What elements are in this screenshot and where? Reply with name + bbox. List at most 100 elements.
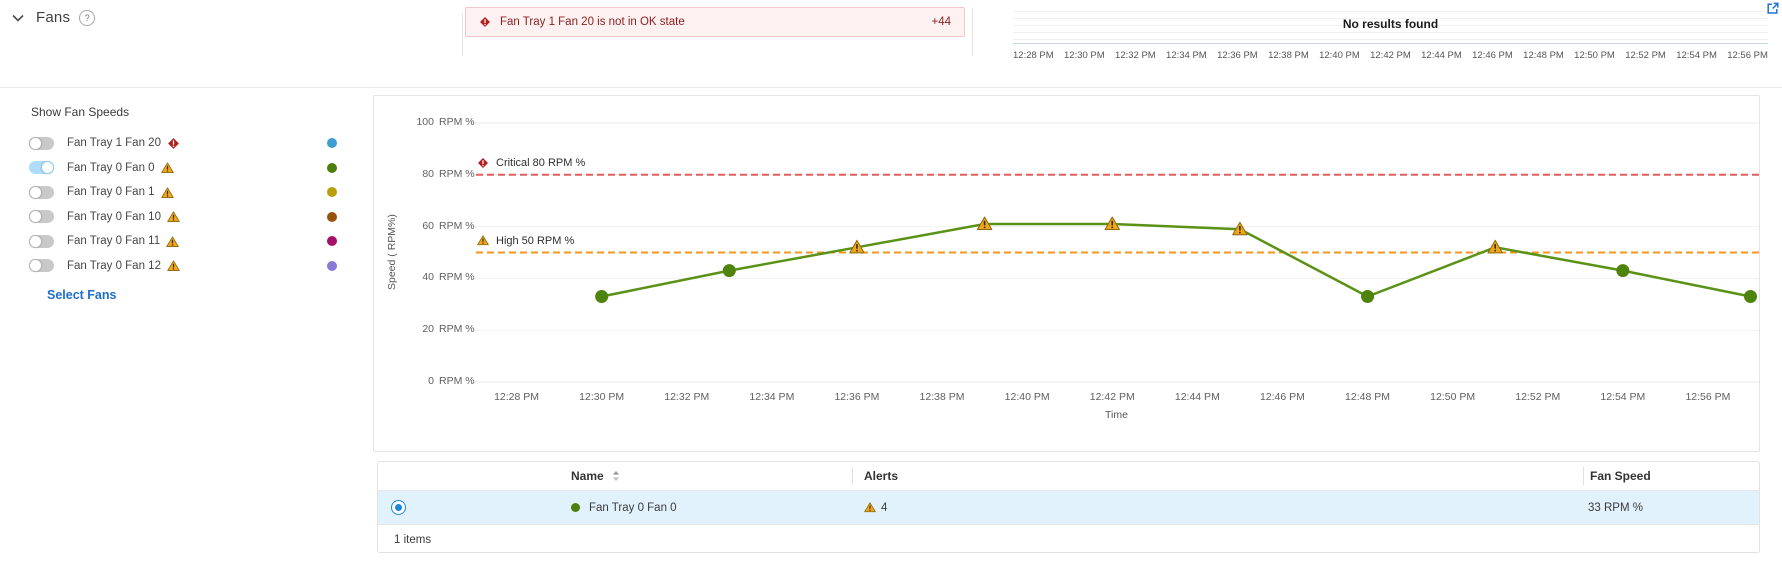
name-column-label: Name	[571, 469, 604, 483]
mini-chart-axis	[1013, 43, 1768, 44]
fan-row: Fan Tray 0 Fan 1	[29, 180, 339, 205]
x-axis-tick: 12:36 PM	[834, 391, 880, 403]
toggle-knob	[29, 234, 42, 248]
gridline	[1013, 18, 1768, 19]
mini-time-label: 12:46 PM	[1472, 50, 1513, 61]
alert-banner[interactable]: Fan Tray 1 Fan 20 is not in OK state +44	[465, 7, 965, 37]
mini-chart-time-labels: 12:28 PM 12:30 PM 12:32 PM 12:34 PM 12:36 PM…	[1013, 50, 1768, 61]
gridline	[1013, 32, 1768, 33]
x-axis-tick: 12:50 PM	[1430, 391, 1476, 403]
fan-row: Fan Tray 1 Fan 20	[29, 131, 339, 156]
warning-triangle-icon	[864, 502, 876, 513]
fan-label: Fan Tray 0 Fan 10	[67, 210, 161, 223]
legend-dot	[327, 211, 337, 222]
mini-time-label: 12:48 PM	[1523, 50, 1564, 61]
mini-time-label: 12:28 PM	[1013, 50, 1054, 61]
fan-toggle[interactable]	[29, 234, 54, 248]
series-color-dot	[571, 503, 580, 512]
fan-row: Fan Tray 0 Fan 10	[29, 205, 339, 230]
chevron-down-icon[interactable]	[12, 14, 24, 22]
warning-triangle-icon	[160, 162, 174, 174]
fan-label: Fan Tray 0 Fan 0	[67, 161, 155, 174]
divider	[462, 13, 463, 56]
fan-speed-chart	[471, 122, 1759, 383]
alert-message: Fan Tray 1 Fan 20 is not in OK state	[500, 16, 685, 28]
fans-table: Name Alerts Fan Speed Fan Tray 0 Fan 0 4	[377, 461, 1760, 553]
mini-time-label: 12:56 PM	[1727, 50, 1768, 61]
row-alert-count: 4	[881, 501, 888, 514]
warning-triangle-icon	[477, 235, 489, 246]
mini-time-label: 12:34 PM	[1166, 50, 1207, 61]
legend-dot	[327, 138, 337, 149]
toggle-knob	[29, 185, 42, 199]
divider	[972, 8, 973, 56]
table-row[interactable]: Fan Tray 0 Fan 0 4 33 RPM %	[378, 491, 1759, 525]
gridline	[1013, 39, 1768, 40]
x-axis-tick: 12:52 PM	[1515, 391, 1561, 403]
mini-time-label: 12:30 PM	[1064, 50, 1105, 61]
warning-triangle-icon	[167, 260, 180, 272]
alert-overflow-count[interactable]: +44	[931, 16, 951, 28]
fan-toggle[interactable]	[29, 161, 54, 175]
no-results-text: No results found	[1342, 17, 1439, 31]
mini-time-label: 12:32 PM	[1115, 50, 1156, 61]
fan-toggle-list: Fan Tray 1 Fan 20 Fan Tray 0 Fan 0 Fan T…	[29, 131, 339, 278]
y-axis-tick: 20 RPM %	[422, 323, 475, 336]
critical-diamond-icon	[167, 137, 180, 150]
fan-speed-column-header: Fan Speed	[1583, 462, 1761, 490]
fan-label: Fan Tray 0 Fan 12	[67, 259, 161, 272]
mini-time-label: 12:52 PM	[1625, 50, 1666, 61]
alerts-column-label: Alerts	[864, 469, 899, 483]
row-fan-name: Fan Tray 0 Fan 0	[589, 501, 677, 514]
x-axis-tick: 12:28 PM	[494, 391, 540, 403]
x-axis-tick: 12:40 PM	[1004, 391, 1050, 403]
legend-dot	[327, 236, 337, 247]
help-icon[interactable]: ?	[79, 9, 96, 26]
fan-toggle[interactable]	[29, 210, 54, 224]
threshold-label: High 50 RPM %	[477, 235, 574, 247]
fan-speed-column-label: Fan Speed	[1590, 469, 1651, 483]
y-axis-tick: 80 RPM %	[422, 167, 475, 180]
section-header: Fans ?	[12, 9, 96, 26]
fan-label: Fan Tray 0 Fan 1	[67, 186, 155, 199]
select-fans-link[interactable]: Select Fans	[47, 288, 117, 302]
toggle-knob	[29, 210, 42, 224]
mini-time-label: 12:44 PM	[1421, 50, 1462, 61]
y-axis-tick: 40 RPM %	[422, 271, 475, 284]
name-column-header[interactable]: Name	[561, 462, 852, 490]
threshold-label: Critical 80 RPM %	[477, 157, 585, 169]
table-header-row: Name Alerts Fan Speed	[378, 462, 1759, 491]
critical-diamond-icon	[479, 16, 491, 28]
fan-row: Fan Tray 0 Fan 12	[29, 254, 339, 279]
top-bar: Fans ? Fan Tray 1 Fan 20 is not in OK st…	[0, 0, 1782, 88]
warning-triangle-icon	[166, 235, 179, 247]
x-axis-tick: 12:56 PM	[1685, 391, 1731, 403]
x-axis-tick: 12:48 PM	[1345, 391, 1391, 403]
fan-row: Fan Tray 0 Fan 0	[29, 156, 339, 181]
x-axis-tick: 12:54 PM	[1600, 391, 1646, 403]
x-axis-tick: 12:42 PM	[1089, 391, 1135, 403]
warning-triangle-icon	[160, 186, 174, 198]
legend-dot	[327, 260, 337, 271]
alerts-column-header: Alerts	[852, 462, 1583, 490]
x-axis-tick: 12:30 PM	[579, 391, 625, 403]
external-link-icon[interactable]	[1766, 2, 1779, 15]
toggle-knob	[41, 161, 54, 175]
sort-icon[interactable]	[612, 470, 620, 482]
select-column-header	[378, 462, 561, 490]
gridline	[1013, 11, 1768, 12]
fan-toggle[interactable]	[29, 185, 54, 199]
fan-toggle[interactable]	[29, 259, 54, 273]
x-axis-tick: 12:44 PM	[1174, 391, 1220, 403]
fan-row: Fan Tray 0 Fan 11	[29, 229, 339, 254]
mini-time-label: 12:38 PM	[1268, 50, 1309, 61]
row-radio-selected[interactable]	[391, 500, 406, 515]
mini-time-label: 12:40 PM	[1319, 50, 1360, 61]
toggle-knob	[29, 259, 42, 273]
fan-label: Fan Tray 1 Fan 20	[67, 137, 161, 150]
fan-toggle[interactable]	[29, 136, 54, 150]
legend-dot	[327, 187, 337, 198]
y-axis-tick: 60 RPM %	[422, 219, 475, 232]
row-fan-speed: 33 RPM %	[1588, 501, 1643, 514]
